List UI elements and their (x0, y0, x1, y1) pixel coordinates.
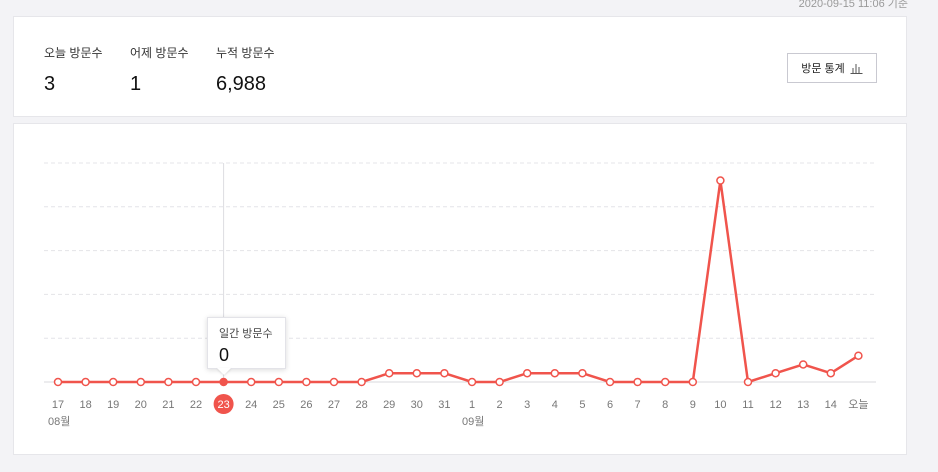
last-updated-timestamp: 2020-09-15 11:06 기준 (798, 0, 908, 10)
data-point-highlighted (219, 377, 228, 387)
x-tick-label: 8 (662, 399, 668, 411)
tooltip-pointer (217, 368, 231, 375)
data-point (384, 368, 394, 378)
tooltip-label: 일간 방문수 (219, 328, 273, 340)
month-label: 08월 (48, 415, 70, 428)
x-tick-label: 3 (524, 399, 530, 411)
data-point (274, 377, 284, 387)
data-point (743, 377, 753, 387)
x-tick-label: 19 (107, 399, 119, 411)
series-line (58, 179, 860, 384)
data-point (412, 368, 422, 378)
visit-stats-button[interactable]: 방문 통계 (787, 53, 877, 83)
yesterday-visits-value: 1 (130, 73, 142, 95)
daily-visits-chart-card: 17 18 19 20 21 22 23 24 25 26 27 28 29 30 31 1 2 3 4 5 6 7 8 9 1… (13, 123, 907, 455)
data-point (550, 368, 560, 378)
x-tick-label: 14 (825, 399, 837, 411)
visit-stats-button-label: 방문 통계 (801, 63, 845, 75)
x-tick-label: 6 (607, 399, 613, 411)
data-point (578, 368, 587, 378)
data-point (357, 377, 366, 387)
data-point (191, 377, 201, 387)
data-point (771, 368, 780, 378)
x-tick-label: 오늘 (848, 398, 868, 411)
x-tick-label: 17 (52, 399, 64, 411)
data-point (246, 377, 256, 387)
data-point (108, 377, 118, 387)
x-tick-label: 28 (355, 399, 367, 411)
x-tick-label: 13 (797, 399, 809, 411)
bar-chart-icon (850, 63, 863, 74)
x-tick-label: 9 (690, 399, 696, 411)
today-visits-value: 3 (44, 73, 56, 95)
daily-visits-line-chart: 17 18 19 20 21 22 23 24 25 26 27 28 29 30 31 1 2 3 4 5 6 7 8 9 1… (44, 162, 876, 428)
data-point (164, 377, 173, 387)
x-tick-label: 31 (438, 399, 450, 411)
tooltip-value: 0 (219, 345, 230, 365)
x-tick-label: 23 (217, 399, 229, 411)
x-tick-label: 2 (497, 399, 503, 411)
visitor-summary-card: 오늘 방문수 3 어제 방문수 1 누적 방문수 6,988 방문 통계 (13, 16, 907, 117)
yesterday-visits-label: 어제 방문수 (130, 46, 189, 60)
x-tick-label: 26 (300, 399, 312, 411)
highlighted-tick-badge (213, 394, 234, 414)
x-tick-label: 1 (469, 399, 475, 411)
chart-tooltip: 일간 방문수 0 (207, 317, 286, 375)
x-tick-label: 10 (714, 399, 726, 411)
x-tick-label: 29 (383, 399, 395, 411)
data-point (467, 377, 477, 387)
data-point (633, 377, 642, 387)
data-point (81, 377, 90, 387)
x-tick-label: 18 (79, 399, 91, 411)
x-tick-label: 12 (769, 399, 781, 411)
data-point (302, 377, 311, 387)
x-tick-label: 22 (190, 399, 202, 411)
data-point (53, 377, 63, 387)
month-label: 09월 (462, 415, 484, 428)
data-point (826, 368, 836, 378)
x-tick-label: 30 (411, 399, 423, 411)
x-tick-label: 25 (273, 399, 285, 411)
x-tick-label: 7 (635, 399, 641, 411)
x-tick-label: 27 (328, 399, 340, 411)
today-visits-stat: 오늘 방문수 3 (44, 44, 103, 96)
data-point (798, 360, 808, 369)
x-tick-label: 20 (135, 399, 147, 411)
today-visits-label: 오늘 방문수 (44, 46, 103, 60)
data-point (854, 351, 863, 360)
yesterday-visits-stat: 어제 방문수 1 (130, 44, 189, 96)
total-visits-label: 누적 방문수 (216, 46, 275, 60)
data-point (605, 377, 615, 387)
total-visits-value: 6,988 (216, 73, 267, 95)
x-tick-label: 21 (162, 399, 174, 411)
x-tick-label: 4 (552, 399, 558, 411)
data-point (495, 377, 504, 387)
data-point (716, 176, 725, 185)
x-tick-label: 5 (579, 399, 585, 411)
total-visits-stat: 누적 방문수 6,988 (216, 44, 275, 96)
data-point (136, 377, 146, 387)
data-point (522, 368, 532, 378)
data-point (440, 368, 449, 378)
data-point (329, 377, 339, 387)
data-point (660, 377, 670, 387)
x-tick-label: 11 (742, 399, 753, 411)
x-tick-label: 24 (245, 399, 257, 411)
data-point (688, 377, 698, 387)
